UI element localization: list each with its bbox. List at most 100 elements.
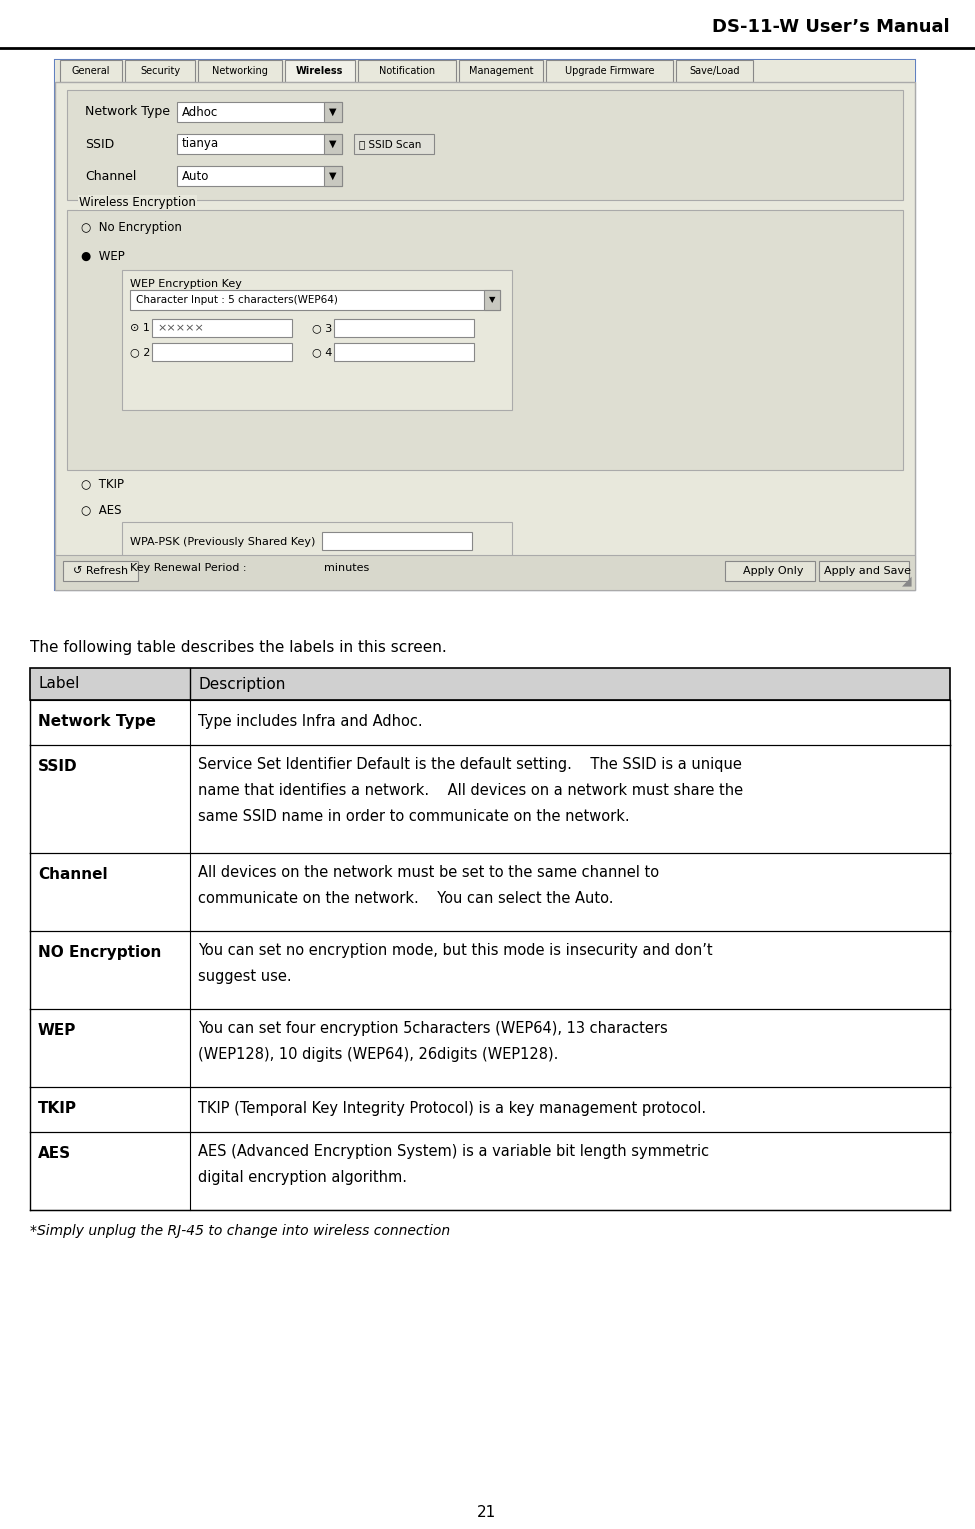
Text: ○ 3: ○ 3 (312, 323, 332, 333)
Bar (30, 668, 950, 700)
Text: Service Set Identifier Default is the default setting.    The SSID is a unique: Service Set Identifier Default is the de… (198, 757, 742, 772)
Bar (67, 209, 903, 469)
Bar (55, 83, 915, 590)
Bar (677, 60, 753, 83)
Text: ○  TKIP: ○ TKIP (81, 477, 124, 491)
Text: Networking: Networking (213, 66, 268, 76)
Text: tianya: tianya (182, 138, 219, 150)
Text: TKIP (Temporal Key Integrity Protocol) is a key management protocol.: TKIP (Temporal Key Integrity Protocol) i… (198, 1101, 706, 1116)
Bar (152, 320, 292, 336)
Text: Type includes Infra and Adhoc.: Type includes Infra and Adhoc. (198, 714, 422, 729)
Bar (334, 320, 474, 336)
Bar (30, 931, 950, 1009)
Text: Network Type: Network Type (85, 106, 170, 119)
Text: communicate on the network.    You can select the Auto.: communicate on the network. You can sele… (198, 891, 613, 907)
Bar (324, 102, 342, 122)
Text: NO Encryption: NO Encryption (38, 945, 162, 960)
Bar (819, 561, 909, 581)
Text: You can set four encryption 5characters (WEP64), 13 characters: You can set four encryption 5characters … (198, 1021, 668, 1037)
Bar (55, 60, 915, 83)
Text: Upgrade Firmware: Upgrade Firmware (565, 66, 654, 76)
Bar (285, 60, 355, 83)
Text: Channel: Channel (38, 867, 107, 882)
Text: ○ 4: ○ 4 (312, 347, 332, 356)
Text: ▼: ▼ (488, 295, 495, 304)
Text: General: General (72, 66, 110, 76)
Text: SSID: SSID (85, 138, 114, 150)
Text: ×××××: ××××× (157, 323, 204, 333)
Bar (177, 167, 342, 187)
Text: Key Renewal Period :: Key Renewal Period : (130, 563, 247, 573)
Text: Save/Load: Save/Load (689, 66, 740, 76)
Text: All devices on the network must be set to the same channel to: All devices on the network must be set t… (198, 865, 659, 881)
Text: TKIP: TKIP (38, 1101, 77, 1116)
Text: ○ 2: ○ 2 (130, 347, 150, 356)
Text: ↺ Refresh: ↺ Refresh (73, 566, 129, 576)
Text: Description: Description (198, 676, 286, 691)
Bar (67, 90, 903, 200)
Text: (WEP128), 10 digits (WEP64), 26digits (WEP128).: (WEP128), 10 digits (WEP64), 26digits (W… (198, 1047, 559, 1063)
Text: suggest use.: suggest use. (198, 969, 292, 985)
Bar (459, 60, 543, 83)
Text: ●  WEP: ● WEP (81, 249, 125, 263)
Bar (30, 745, 950, 853)
Text: ○  AES: ○ AES (81, 503, 122, 517)
Bar (63, 561, 138, 581)
Bar (122, 271, 512, 410)
Bar (177, 135, 342, 154)
Text: Apply Only: Apply Only (736, 566, 803, 576)
Bar (130, 291, 500, 310)
Text: Adhoc: Adhoc (182, 106, 218, 119)
Text: Character Input : 5 characters(WEP64): Character Input : 5 characters(WEP64) (136, 295, 338, 304)
Text: Management: Management (469, 66, 533, 76)
Text: WEP: WEP (38, 1023, 76, 1038)
Bar (252, 558, 317, 576)
Bar (358, 60, 456, 83)
Bar (30, 700, 950, 745)
Text: ▼: ▼ (330, 107, 336, 118)
Text: Wireless: Wireless (296, 66, 343, 76)
Text: SSID: SSID (38, 758, 78, 774)
Text: ◢: ◢ (903, 573, 912, 587)
Text: Network Type: Network Type (38, 714, 156, 729)
Text: *Simply unplug the RJ-45 to change into wireless connection: *Simply unplug the RJ-45 to change into … (30, 1225, 450, 1238)
Text: You can set no encryption mode, but this mode is insecurity and don’t: You can set no encryption mode, but this… (198, 943, 713, 959)
Bar (324, 135, 342, 154)
Bar (354, 135, 434, 154)
Bar (725, 561, 815, 581)
Text: Security: Security (140, 66, 180, 76)
Text: AES (Advanced Encryption System) is a variable bit length symmetric: AES (Advanced Encryption System) is a va… (198, 1144, 709, 1159)
Text: Label: Label (38, 676, 79, 691)
Bar (484, 291, 500, 310)
Text: 🔍 SSID Scan: 🔍 SSID Scan (359, 139, 421, 148)
Text: ▼: ▼ (330, 171, 336, 180)
Text: WEP Encryption Key: WEP Encryption Key (130, 278, 242, 289)
Text: ○  No Encryption: ○ No Encryption (81, 222, 182, 234)
Text: DS-11-W User’s Manual: DS-11-W User’s Manual (713, 18, 950, 37)
Bar (55, 555, 915, 590)
Bar (152, 342, 292, 361)
Text: WPA-PSK (Previously Shared Key): WPA-PSK (Previously Shared Key) (130, 537, 315, 547)
Bar (30, 1087, 950, 1131)
Bar (30, 1009, 950, 1087)
Text: Apply and Save: Apply and Save (817, 566, 911, 576)
Bar (177, 102, 342, 122)
Text: Channel: Channel (85, 170, 136, 182)
Text: AES: AES (38, 1147, 71, 1161)
Bar (198, 60, 282, 83)
Bar (322, 532, 472, 550)
Bar (30, 1131, 950, 1209)
Text: digital encryption algorithm.: digital encryption algorithm. (198, 1170, 407, 1185)
Text: Wireless Encryption: Wireless Encryption (79, 196, 196, 209)
Bar (30, 853, 950, 931)
Bar (334, 342, 474, 361)
Bar (122, 521, 512, 584)
Text: 21: 21 (478, 1505, 496, 1520)
Text: Auto: Auto (182, 170, 210, 182)
Text: minutes: minutes (324, 563, 370, 573)
Text: name that identifies a network.    All devices on a network must share the: name that identifies a network. All devi… (198, 783, 743, 798)
Bar (324, 167, 342, 187)
Bar (546, 60, 673, 83)
Text: The following table describes the labels in this screen.: The following table describes the labels… (30, 641, 447, 654)
Bar (60, 60, 123, 83)
